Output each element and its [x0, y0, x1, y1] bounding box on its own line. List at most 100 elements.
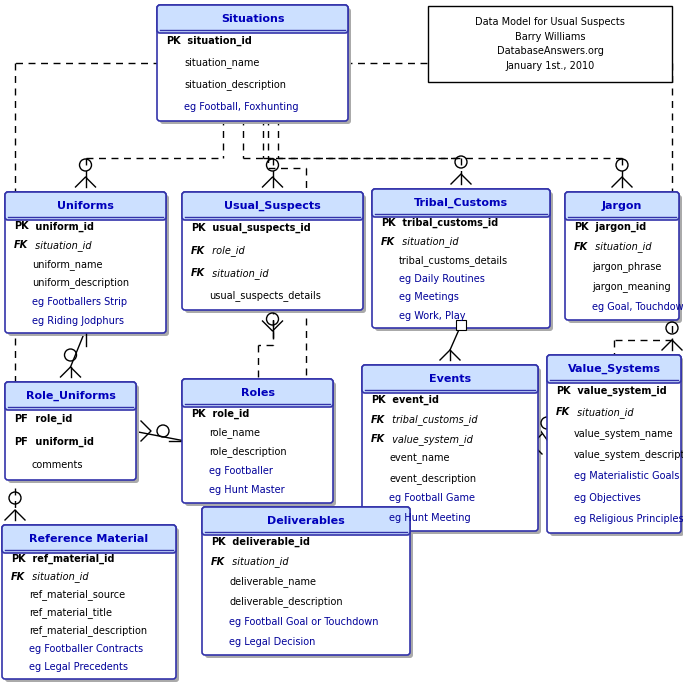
FancyBboxPatch shape: [182, 192, 363, 310]
Text: ref_material_title: ref_material_title: [29, 608, 112, 619]
FancyBboxPatch shape: [2, 525, 176, 679]
Text: situation_id: situation_id: [399, 236, 458, 247]
Text: situation_id: situation_id: [29, 571, 89, 582]
Text: situation_id: situation_id: [574, 407, 634, 418]
Text: situation_id: situation_id: [592, 242, 652, 253]
Text: eg Hunt Master: eg Hunt Master: [209, 486, 285, 495]
FancyBboxPatch shape: [375, 192, 553, 331]
FancyBboxPatch shape: [160, 8, 351, 124]
Text: value_system_description: value_system_description: [574, 449, 683, 460]
Text: situation_id: situation_id: [32, 240, 92, 251]
Text: role_id: role_id: [32, 414, 72, 424]
Text: Deliverables: Deliverables: [267, 516, 345, 526]
Text: situation_name: situation_name: [184, 58, 260, 68]
Text: eg Footballers Strip: eg Footballers Strip: [32, 297, 127, 307]
FancyBboxPatch shape: [202, 507, 410, 655]
Text: PF: PF: [14, 414, 28, 423]
Text: Situations: Situations: [221, 14, 284, 24]
Text: Role_Uniforms: Role_Uniforms: [25, 391, 115, 401]
FancyBboxPatch shape: [8, 385, 139, 483]
FancyBboxPatch shape: [5, 382, 136, 410]
Text: FK: FK: [371, 434, 385, 445]
Text: eg Footballer Contracts: eg Footballer Contracts: [29, 644, 143, 654]
FancyBboxPatch shape: [157, 5, 348, 121]
Text: eg Hunt Meeting: eg Hunt Meeting: [389, 513, 471, 523]
Text: ref_material_id: ref_material_id: [29, 554, 115, 564]
Text: role_id: role_id: [209, 245, 245, 256]
Text: tribal_customs_id: tribal_customs_id: [389, 414, 477, 425]
Text: situation_description: situation_description: [184, 79, 286, 90]
Text: PK: PK: [556, 386, 570, 396]
Text: PF: PF: [14, 437, 28, 447]
Text: usual_suspects_id: usual_suspects_id: [209, 223, 311, 234]
FancyBboxPatch shape: [372, 189, 550, 328]
Text: PK: PK: [211, 537, 225, 547]
Text: ref_material_description: ref_material_description: [29, 625, 147, 636]
Text: FK: FK: [191, 246, 205, 256]
Text: uniform_name: uniform_name: [32, 259, 102, 269]
Text: role_description: role_description: [209, 447, 287, 458]
Text: event_name: event_name: [389, 453, 449, 464]
Text: FK: FK: [371, 414, 385, 425]
Text: FK: FK: [381, 237, 395, 247]
Text: eg Materialistic Goals: eg Materialistic Goals: [574, 471, 680, 482]
FancyBboxPatch shape: [202, 507, 410, 535]
FancyBboxPatch shape: [5, 528, 179, 682]
Text: FK: FK: [191, 269, 205, 278]
Text: Data Model for Usual Suspects
Barry Williams
DatabaseAnswers.org
January 1st., 2: Data Model for Usual Suspects Barry Will…: [475, 17, 625, 71]
FancyBboxPatch shape: [372, 189, 550, 217]
FancyBboxPatch shape: [205, 510, 413, 658]
Text: eg Legal Precedents: eg Legal Precedents: [29, 662, 128, 672]
Text: situation_id: situation_id: [209, 268, 268, 279]
Text: FK: FK: [14, 240, 28, 250]
Text: PK: PK: [381, 219, 395, 228]
Text: PK: PK: [14, 221, 29, 232]
Text: uniform_description: uniform_description: [32, 277, 129, 288]
Text: uniform_id: uniform_id: [32, 221, 94, 232]
FancyBboxPatch shape: [182, 379, 333, 407]
FancyBboxPatch shape: [185, 195, 366, 313]
FancyBboxPatch shape: [5, 192, 166, 220]
Text: FK: FK: [556, 407, 570, 417]
Text: deliverable_id: deliverable_id: [229, 537, 310, 547]
Text: usual_suspects_details: usual_suspects_details: [209, 290, 321, 301]
Text: PK: PK: [574, 222, 589, 232]
FancyBboxPatch shape: [8, 195, 169, 336]
FancyBboxPatch shape: [185, 382, 336, 506]
Text: deliverable_name: deliverable_name: [229, 577, 316, 588]
Text: eg Footballer: eg Footballer: [209, 466, 273, 476]
Text: event_description: event_description: [389, 473, 476, 484]
Text: Roles: Roles: [240, 388, 275, 398]
Text: comments: comments: [32, 460, 83, 471]
Text: eg Work, Play: eg Work, Play: [399, 311, 466, 321]
Text: PK: PK: [191, 408, 206, 419]
Text: eg Riding Jodphurs: eg Riding Jodphurs: [32, 316, 124, 325]
Text: FK: FK: [211, 557, 225, 567]
Text: eg Meetings: eg Meetings: [399, 292, 459, 302]
FancyBboxPatch shape: [550, 358, 683, 536]
FancyBboxPatch shape: [157, 5, 348, 33]
Text: FK: FK: [574, 242, 588, 252]
FancyBboxPatch shape: [182, 379, 333, 503]
Text: value_system_name: value_system_name: [574, 428, 673, 439]
Text: Events: Events: [429, 374, 471, 384]
Text: ref_material_source: ref_material_source: [29, 590, 125, 601]
Text: situation_id: situation_id: [229, 556, 289, 567]
Text: eg Religious Principles: eg Religious Principles: [574, 514, 683, 524]
Text: eg Football Goal or Touchdown: eg Football Goal or Touchdown: [229, 617, 378, 627]
Text: eg Legal Decision: eg Legal Decision: [229, 637, 316, 647]
FancyBboxPatch shape: [362, 365, 538, 393]
FancyBboxPatch shape: [365, 368, 541, 534]
Text: Usual_Suspects: Usual_Suspects: [224, 201, 321, 211]
Text: tribal_customs_id: tribal_customs_id: [399, 218, 499, 228]
Text: Value_Systems: Value_Systems: [568, 364, 660, 374]
Text: role_id: role_id: [209, 408, 249, 419]
Text: situation_id: situation_id: [184, 36, 252, 46]
FancyBboxPatch shape: [568, 195, 682, 323]
FancyBboxPatch shape: [428, 6, 672, 82]
Text: Tribal_Customs: Tribal_Customs: [414, 198, 508, 208]
Text: deliverable_description: deliverable_description: [229, 597, 343, 608]
Text: jargon_id: jargon_id: [592, 222, 646, 232]
Text: Reference Material: Reference Material: [29, 534, 149, 544]
Text: eg Daily Routines: eg Daily Routines: [399, 274, 485, 284]
